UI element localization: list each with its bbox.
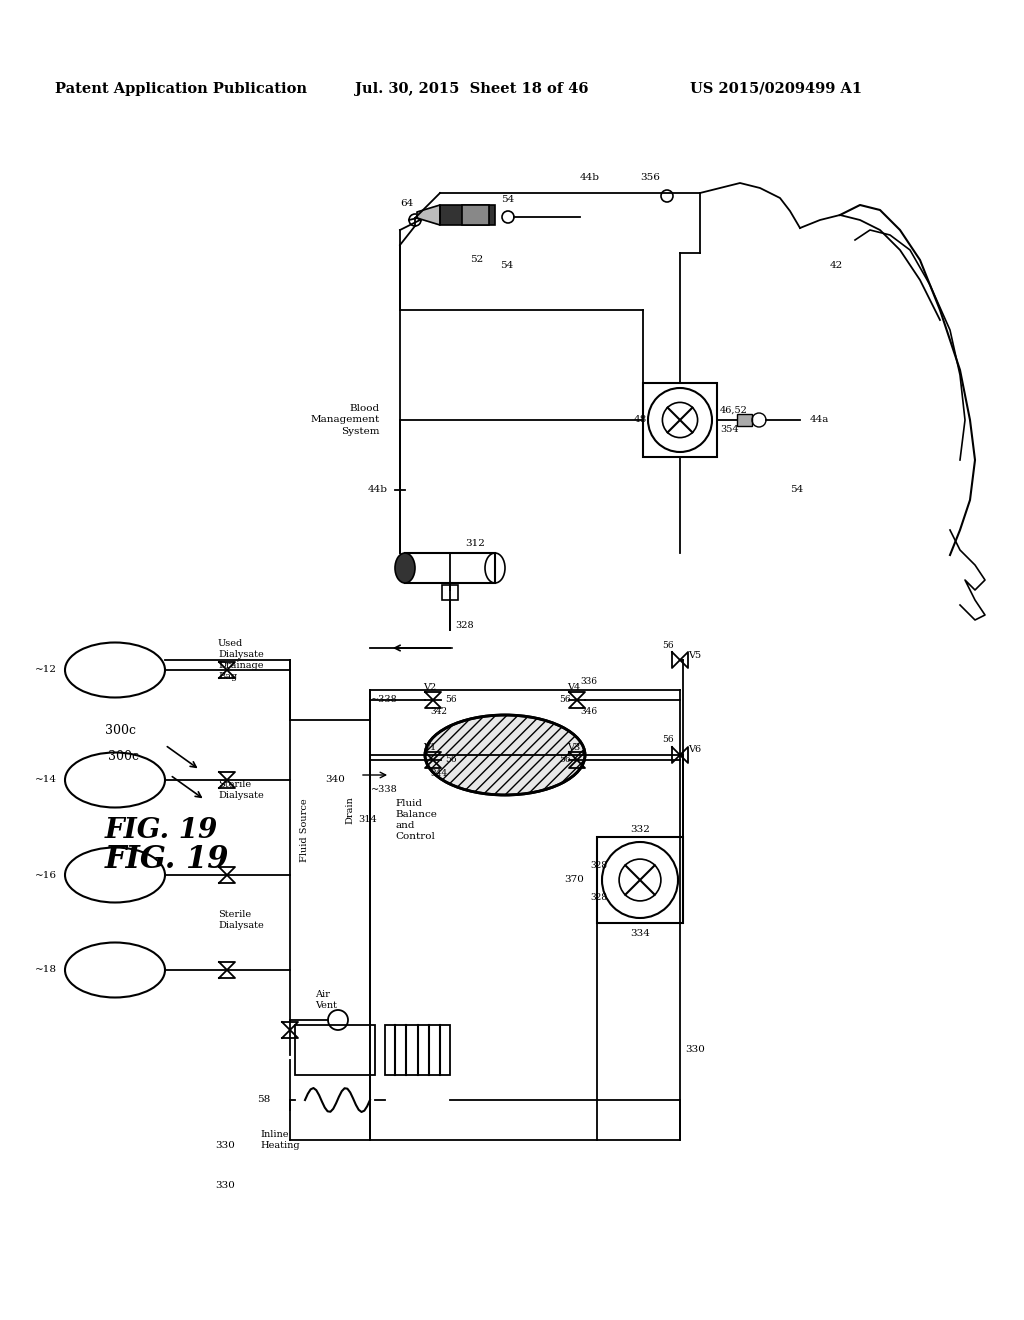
Text: 334: 334 [630,928,650,937]
Text: Air
Vent: Air Vent [315,990,337,1010]
Text: ~16: ~16 [35,870,57,879]
Text: 312: 312 [465,539,485,548]
Text: 64: 64 [400,199,414,209]
Text: ~338: ~338 [371,785,397,795]
Polygon shape [417,205,440,224]
Text: Jul. 30, 2015  Sheet 18 of 46: Jul. 30, 2015 Sheet 18 of 46 [355,82,589,96]
Text: 44b: 44b [580,173,600,182]
Text: 54: 54 [502,195,515,205]
Text: 54: 54 [790,486,803,495]
Text: V2: V2 [423,682,436,692]
Text: ~18: ~18 [35,965,57,974]
Text: 314: 314 [358,816,377,825]
Text: 342: 342 [430,708,447,717]
Text: 54: 54 [500,260,513,269]
Text: 344: 344 [430,768,447,777]
Bar [440,205,495,224]
Text: Fluid
Balance
and
Control: Fluid Balance and Control [395,799,437,841]
Bar [295,1026,375,1074]
Bar [406,553,495,583]
Text: 56: 56 [662,640,674,649]
Text: ~12: ~12 [35,665,57,675]
Text: 44b: 44b [368,486,388,495]
Bar [442,585,458,601]
Text: V5: V5 [688,651,701,660]
Text: 48: 48 [634,416,647,425]
Text: 56: 56 [445,696,457,705]
Text: 300c: 300c [105,723,136,737]
Text: 354: 354 [720,425,738,434]
Text: 300c: 300c [108,751,139,763]
Text: 346: 346 [580,708,597,717]
Text: 330: 330 [215,1181,234,1191]
Bar [385,1026,450,1074]
Text: 56: 56 [559,696,570,705]
Text: 46,52: 46,52 [720,405,748,414]
Text: 328: 328 [590,861,607,870]
Text: 42: 42 [830,260,843,269]
Text: US 2015/0209499 A1: US 2015/0209499 A1 [690,82,862,96]
Text: Patent Application Publication: Patent Application Publication [55,82,307,96]
Text: Sterile
Dialysate: Sterile Dialysate [218,780,264,800]
Bar [597,837,683,923]
Text: 330: 330 [685,1045,705,1055]
Bar [462,205,489,224]
Text: ~14: ~14 [35,776,57,784]
Text: FIG. 19: FIG. 19 [105,845,229,875]
Text: ~338: ~338 [371,696,397,705]
Text: FIG. 19: FIG. 19 [105,817,218,843]
Text: Fluid Source: Fluid Source [300,799,309,862]
Bar [643,383,717,457]
Text: V3: V3 [567,742,581,751]
Text: 356: 356 [640,173,659,182]
Text: 56: 56 [445,755,457,764]
Text: Blood
Management
System: Blood Management System [310,404,380,436]
Text: 336: 336 [580,677,597,686]
Text: V4: V4 [567,682,581,692]
Text: Used
Dialysate
Drainage
Bag: Used Dialysate Drainage Bag [218,639,264,681]
Text: Drain: Drain [345,796,354,824]
Text: 332: 332 [630,825,650,834]
Text: 328: 328 [590,894,607,903]
Text: 370: 370 [564,875,584,884]
Text: 44a: 44a [810,416,829,425]
Text: Sterile
Dialysate: Sterile Dialysate [218,909,264,931]
Ellipse shape [395,553,415,583]
Text: Inline
Heating: Inline Heating [260,1130,300,1150]
Text: 340: 340 [326,776,345,784]
Text: 56: 56 [559,755,570,764]
Bar [737,414,752,426]
Text: 56: 56 [662,735,674,744]
Text: 52: 52 [470,256,483,264]
Text: 58: 58 [257,1096,270,1105]
Text: V6: V6 [688,746,701,755]
Text: 328: 328 [455,620,474,630]
Text: 330: 330 [215,1140,234,1150]
Text: V1: V1 [423,742,436,751]
Ellipse shape [425,715,585,795]
